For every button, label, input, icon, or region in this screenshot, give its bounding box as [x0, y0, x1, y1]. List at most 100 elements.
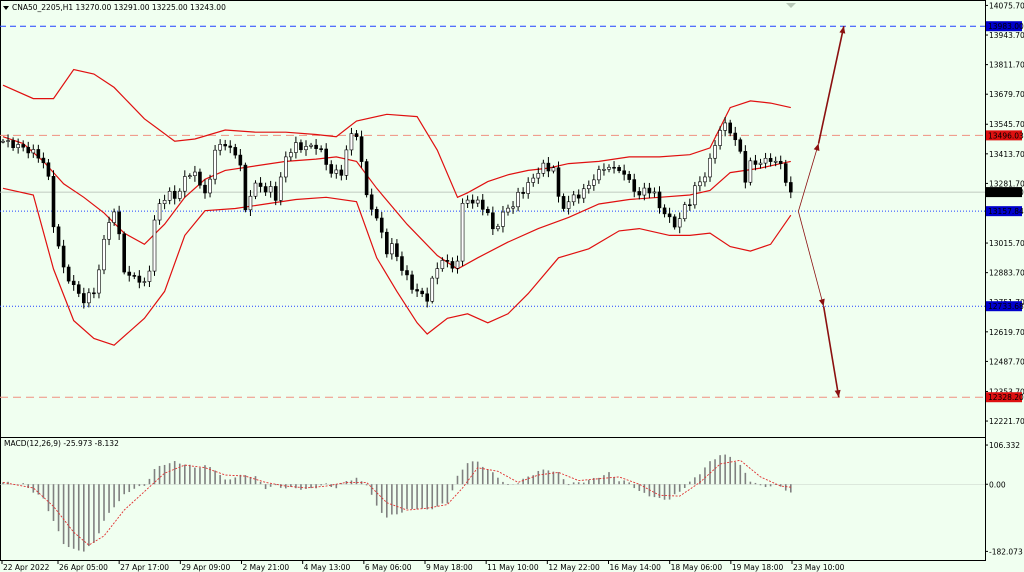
forecast-down-head-2	[834, 389, 841, 398]
candle-body	[405, 270, 409, 276]
scroll-marker-icon[interactable]	[786, 3, 796, 8]
candle-body	[501, 211, 505, 227]
forecast-up-head-1	[813, 143, 820, 152]
candle-body	[183, 176, 187, 192]
candle	[728, 119, 733, 137]
time-tick-label: 29 Apr 09:00	[181, 563, 230, 572]
candle	[122, 231, 126, 275]
candle-body	[263, 186, 268, 193]
candle-body	[253, 182, 258, 197]
candle	[511, 201, 515, 214]
candle	[536, 167, 541, 184]
candle	[788, 176, 793, 199]
dropdown-triangle-icon[interactable]	[3, 6, 9, 10]
macd-signal-line	[2, 459, 791, 546]
candle	[435, 262, 440, 285]
candle	[304, 140, 308, 156]
candle-body	[26, 146, 31, 154]
macd-info: MACD(12,26,9) -25.973 -8.132	[4, 439, 119, 448]
candle-body	[445, 260, 450, 262]
candle-body	[66, 266, 71, 282]
candle-body	[395, 243, 399, 257]
candle-body	[228, 145, 233, 148]
candle-body	[314, 144, 318, 149]
candle	[359, 130, 364, 168]
candle-body	[162, 200, 167, 204]
candle	[778, 155, 783, 170]
candle	[364, 158, 369, 198]
time-tick-label: 2 May 21:00	[243, 563, 290, 572]
candle	[566, 195, 571, 215]
time-tick-label: 22 Apr 2022	[3, 563, 50, 572]
candle-body	[172, 190, 177, 199]
time-tick-label: 11 May 10:00	[487, 563, 539, 572]
time-tick-label: 16 May 14:00	[610, 563, 662, 572]
candle-body	[6, 140, 10, 142]
candle	[208, 174, 212, 198]
candle	[76, 281, 81, 298]
candle	[289, 148, 293, 161]
candle	[440, 257, 445, 272]
time-tick-label: 4 May 13:00	[304, 563, 351, 572]
candle	[475, 196, 480, 207]
candle	[66, 264, 71, 284]
price-tick-label: 13545.70	[989, 120, 1024, 129]
price-tick-label: 13413.70	[989, 150, 1024, 159]
candle-body	[71, 280, 76, 286]
time-tick-label: 26 Apr 05:00	[59, 563, 108, 572]
candle	[693, 181, 697, 209]
candle-body	[491, 212, 495, 230]
candle	[556, 161, 561, 203]
candle-body	[41, 157, 46, 164]
candle-body	[708, 157, 712, 178]
candle-body	[243, 164, 248, 211]
candle-body	[546, 162, 551, 172]
candle-body	[410, 274, 414, 290]
candle-body	[188, 175, 192, 177]
candle	[501, 205, 505, 233]
candle	[339, 164, 344, 181]
candle	[460, 198, 465, 267]
candle	[193, 165, 197, 182]
candle-body	[76, 284, 81, 294]
candle-body	[223, 144, 227, 147]
price-tick-label: 13015.70	[989, 239, 1024, 248]
candle	[733, 126, 738, 146]
candle-body	[627, 174, 632, 180]
candle-body	[213, 149, 217, 180]
candle	[687, 198, 692, 211]
candle-body	[703, 176, 707, 183]
candle	[183, 170, 187, 198]
candle-body	[415, 289, 419, 292]
candle-body	[758, 162, 763, 165]
candle	[445, 254, 450, 268]
candle	[516, 187, 520, 212]
candle-body	[324, 148, 329, 165]
candle-body	[354, 133, 359, 137]
candle	[87, 288, 91, 308]
candle	[223, 139, 227, 151]
candle	[698, 176, 702, 192]
candle	[147, 265, 152, 288]
candle	[243, 162, 248, 213]
candle-body	[475, 199, 480, 204]
candle-body	[56, 226, 61, 247]
candle	[142, 277, 147, 287]
candle-body	[556, 167, 561, 197]
candle	[763, 152, 768, 169]
level-tag-0: 13983.00	[988, 22, 1024, 31]
candle	[213, 144, 217, 185]
candle	[132, 272, 137, 280]
candle-body	[268, 186, 273, 193]
candle-body	[203, 184, 207, 194]
macd-histogram	[0, 454, 985, 552]
candle-body	[122, 233, 126, 273]
price-tick-label: 12619.70	[989, 328, 1024, 337]
candle	[703, 172, 707, 187]
candle	[718, 126, 722, 150]
candle	[309, 142, 313, 149]
candle-body	[617, 167, 621, 172]
candle	[607, 164, 611, 173]
candle	[344, 145, 349, 180]
